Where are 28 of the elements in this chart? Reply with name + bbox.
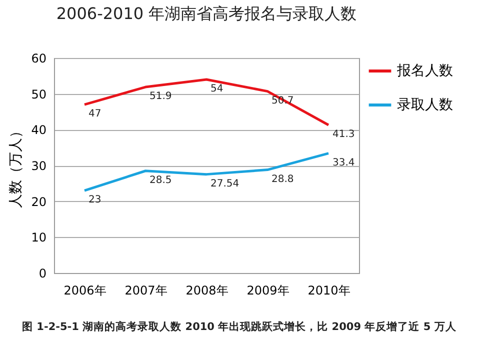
y-tick-label: 10 bbox=[31, 230, 46, 245]
legend-label: 报名人数 bbox=[396, 63, 453, 79]
data-label: 28.5 bbox=[150, 174, 172, 186]
x-tick-label: 2010年 bbox=[308, 284, 350, 298]
data-label: 23 bbox=[88, 194, 102, 206]
x-tick-label: 2007年 bbox=[124, 284, 168, 298]
data-label: 28.8 bbox=[272, 174, 294, 185]
data-label: 27.54 bbox=[210, 178, 240, 190]
y-tick-label: 0 bbox=[38, 266, 46, 280]
y-tick-label: 20 bbox=[31, 194, 46, 209]
data-label: 33.4 bbox=[332, 157, 355, 168]
data-label: 51.9 bbox=[150, 91, 172, 102]
y-axis-title: 人数（万人） bbox=[8, 124, 24, 208]
chart-title: 2006-2010 年湖南省高考报名与录取人数 bbox=[56, 4, 357, 23]
line-series bbox=[83, 152, 330, 192]
data-label: 47 bbox=[88, 108, 102, 120]
line-series bbox=[83, 78, 330, 126]
y-tick-label: 40 bbox=[31, 123, 46, 138]
data-label: 54 bbox=[210, 84, 224, 94]
y-tick-label: 30 bbox=[31, 159, 46, 173]
data-label: 41.3 bbox=[332, 129, 355, 140]
x-tick-label: 2006年 bbox=[64, 284, 106, 298]
legend-label: 录取人数 bbox=[397, 97, 453, 113]
y-tick-label: 60 bbox=[31, 52, 46, 66]
y-tick-label: 50 bbox=[31, 87, 46, 102]
caption: 图 1-2-5-1 湖南的高考录取人数 2010 年出现跳跃式增长，比 2009 年反增了近 5 万人 bbox=[22, 320, 456, 334]
x-tick-label: 2008年 bbox=[186, 284, 228, 298]
x-tick-label: 2009年 bbox=[246, 284, 290, 298]
